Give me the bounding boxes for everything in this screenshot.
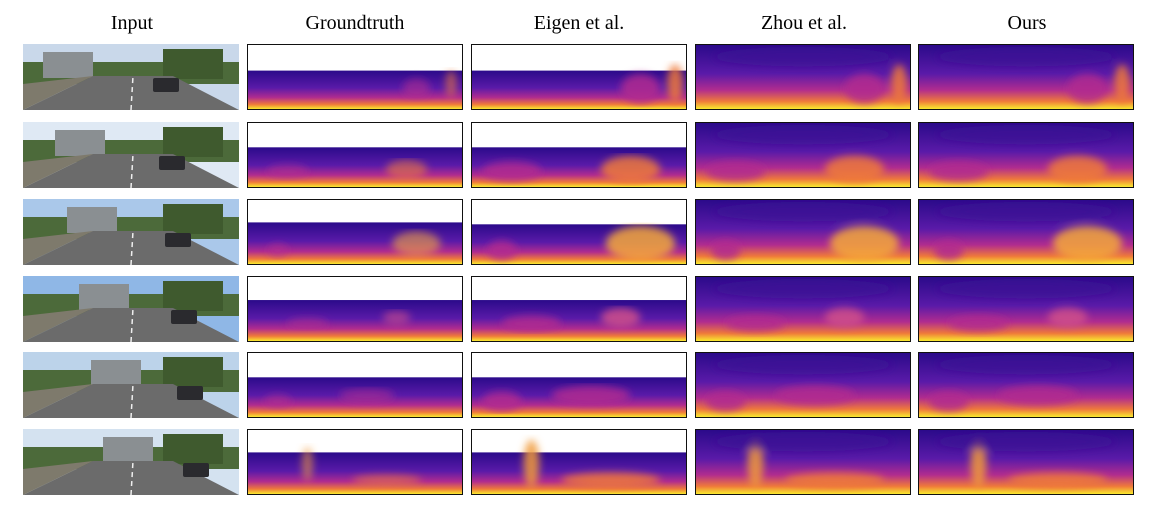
column-header-input: Input: [110, 12, 154, 34]
ours-depth-map: [918, 122, 1134, 188]
zhou-depth-map: [695, 199, 911, 265]
zhou-depth-map: [695, 44, 911, 110]
ours-depth-map: [918, 429, 1134, 495]
zhou-depth-map: [695, 352, 911, 418]
eigen-depth-map: [471, 199, 687, 265]
zhou-depth-map: [695, 429, 911, 495]
eigen-depth-map: [471, 122, 687, 188]
input-image: [23, 276, 239, 342]
input-image: [23, 122, 239, 188]
ours-depth-map: [918, 276, 1134, 342]
groundtruth-depth-map: [247, 429, 463, 495]
groundtruth-depth-map: [247, 122, 463, 188]
groundtruth-depth-map: [247, 276, 463, 342]
zhou-depth-map: [695, 122, 911, 188]
column-header-ours: Ours: [1007, 12, 1047, 34]
groundtruth-depth-map: [247, 199, 463, 265]
zhou-depth-map: [695, 276, 911, 342]
eigen-depth-map: [471, 44, 687, 110]
input-image: [23, 429, 239, 495]
column-header-eigen: Eigen et al.: [533, 12, 625, 34]
eigen-depth-map: [471, 276, 687, 342]
column-header-groundtruth: Groundtruth: [305, 12, 405, 34]
input-image: [23, 44, 239, 110]
input-image: [23, 199, 239, 265]
groundtruth-depth-map: [247, 352, 463, 418]
ours-depth-map: [918, 44, 1134, 110]
input-image: [23, 352, 239, 418]
column-header-zhou: Zhou et al.: [760, 12, 848, 34]
eigen-depth-map: [471, 352, 687, 418]
groundtruth-depth-map: [247, 44, 463, 110]
ours-depth-map: [918, 199, 1134, 265]
eigen-depth-map: [471, 429, 687, 495]
ours-depth-map: [918, 352, 1134, 418]
